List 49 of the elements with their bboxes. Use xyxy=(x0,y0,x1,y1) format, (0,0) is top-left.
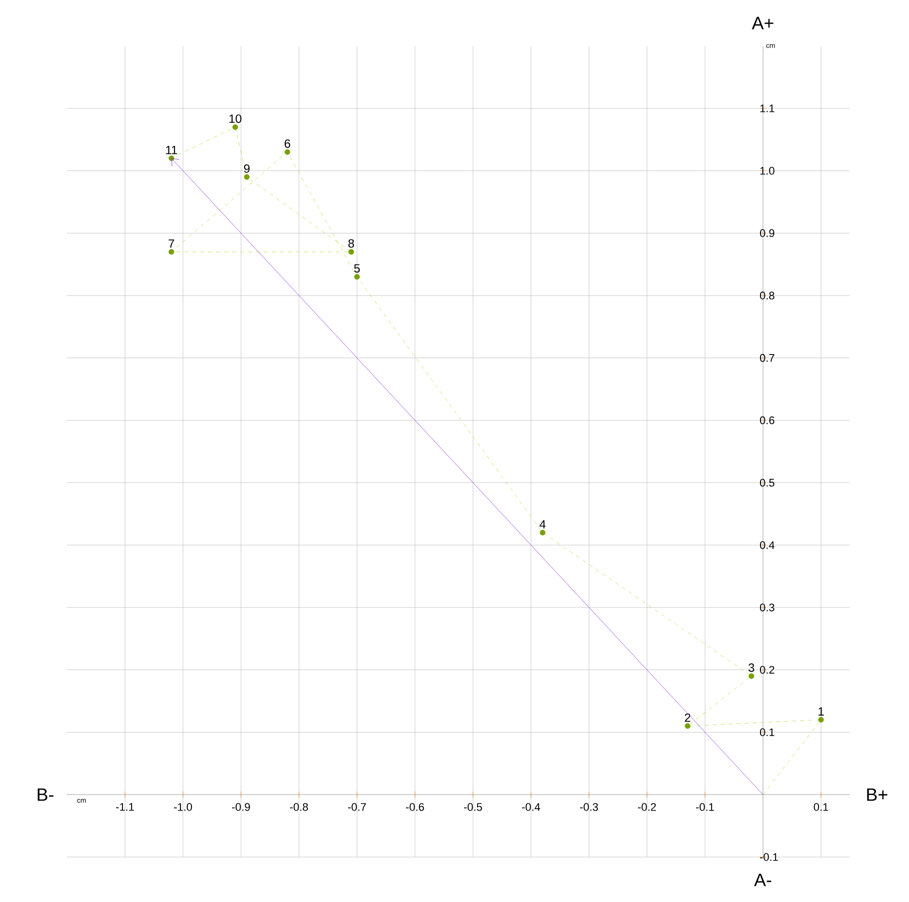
x-tick-label: -0.6 xyxy=(406,803,424,811)
annotation: 10 xyxy=(229,114,242,123)
point xyxy=(354,274,360,280)
y-tick-label: -0.1 xyxy=(760,853,778,861)
x-tick-label: -0.3 xyxy=(580,803,598,811)
point xyxy=(244,174,250,180)
annotation: 9 xyxy=(244,164,250,173)
annotation: 6 xyxy=(284,139,290,148)
annotation: 2 xyxy=(684,713,690,722)
annotation: 3 xyxy=(748,663,754,672)
point xyxy=(818,716,824,723)
x-tick-label: -0.9 xyxy=(232,803,250,811)
y-tick-label: 0.6 xyxy=(760,416,774,424)
x-tick-label: -1.1 xyxy=(116,803,134,811)
y-tick-label: 0.5 xyxy=(760,478,774,487)
point xyxy=(284,149,290,155)
point xyxy=(748,673,754,679)
annotation: 4 xyxy=(540,520,546,528)
text: B+ xyxy=(867,788,888,801)
annotation: 5 xyxy=(354,264,360,273)
point xyxy=(684,723,690,729)
text: B- xyxy=(38,788,54,801)
x-tick-label: -0.2 xyxy=(638,803,656,811)
y-tick-label: 0.1 xyxy=(760,728,774,736)
annotation: 1 xyxy=(818,707,824,716)
annotation: 11 xyxy=(166,146,178,154)
y-tick-label: 1.1 xyxy=(760,104,774,112)
y-tick-label: 0.2 xyxy=(760,666,774,674)
x-tick-label: -1.0 xyxy=(174,803,192,811)
x-tick-label: -0.7 xyxy=(348,803,366,811)
x-tick-label: -0.4 xyxy=(522,803,540,811)
text: A+ xyxy=(752,16,774,30)
x-tick-label: -0.1 xyxy=(696,803,714,811)
y-tick-label: 0.9 xyxy=(760,229,774,238)
point xyxy=(232,124,238,130)
y-tick-label: 1.0 xyxy=(760,166,774,175)
y-tick-label: 0.3 xyxy=(760,604,774,612)
annotation: 7 xyxy=(168,239,174,248)
point xyxy=(348,249,354,255)
x-tick-label: -0.5 xyxy=(464,803,482,811)
text: A- xyxy=(754,874,772,886)
y-tick-label: 0.7 xyxy=(760,354,774,362)
x-tick-label: 0.1 xyxy=(814,803,828,811)
x-tick-label: -0.8 xyxy=(290,803,308,811)
point xyxy=(168,249,174,255)
y-tick-label: 0.4 xyxy=(760,541,774,549)
y-tick-label: 0.8 xyxy=(760,292,774,300)
annotation: 8 xyxy=(348,239,354,248)
point xyxy=(540,530,546,536)
